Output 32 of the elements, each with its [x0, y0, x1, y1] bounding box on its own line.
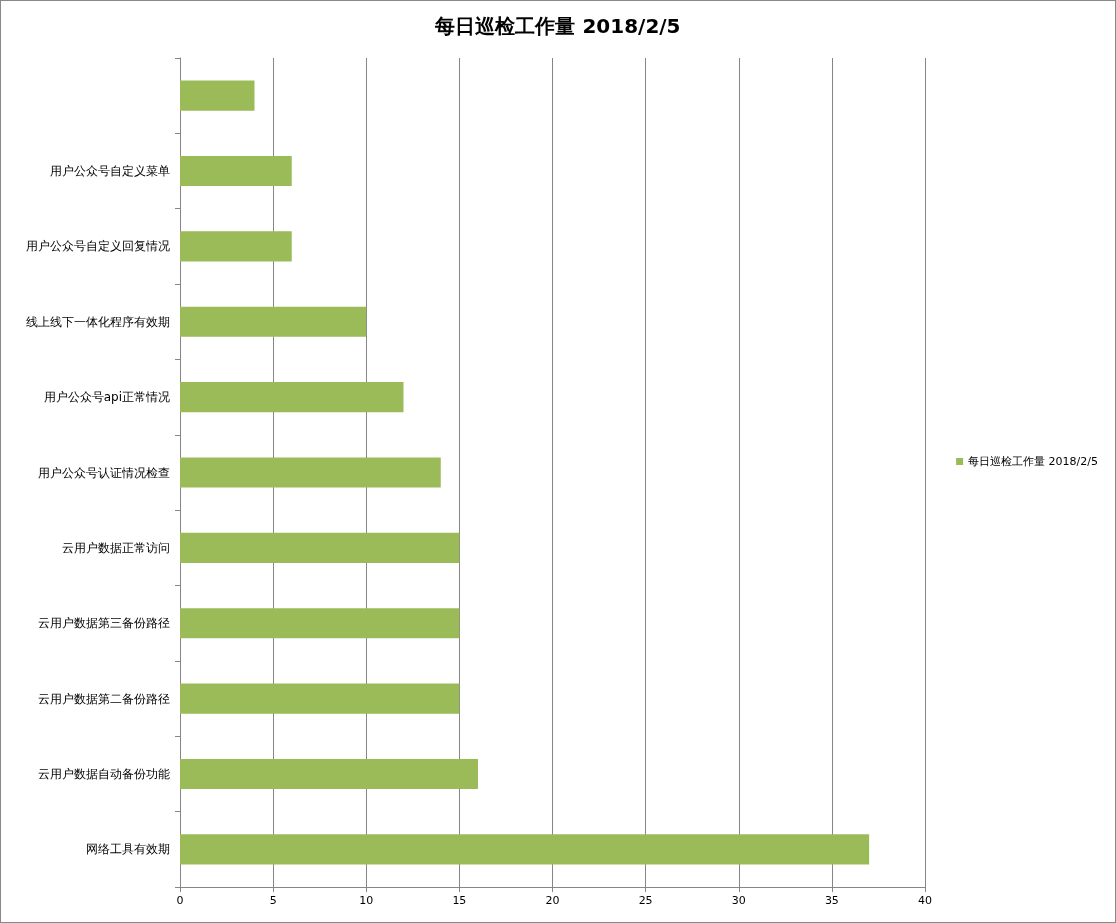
y-tick-label: 云用户数据第二备份路径	[38, 691, 170, 706]
y-tick-label: 云用户数据第三备份路径	[38, 616, 170, 631]
y-tick-label: 云用户数据自动备份功能	[38, 766, 170, 781]
bar	[180, 231, 292, 262]
x-tick-label: 25	[638, 894, 653, 907]
y-tick-label: 云用户数据正常访问	[62, 540, 170, 555]
bar	[180, 155, 292, 187]
bar	[180, 306, 367, 337]
bar	[180, 608, 460, 639]
x-tick-label: 5	[269, 894, 277, 907]
y-tick-label: 线上线下一体化程序有效期	[26, 314, 170, 329]
x-tick-label: 40	[918, 894, 932, 907]
bar	[180, 80, 255, 111]
x-tick-label: 35	[824, 894, 839, 907]
x-tick-label: 20	[545, 894, 560, 907]
x-tick-label: 15	[452, 894, 467, 907]
chart-title: 每日巡检工作量 2018/2/5	[434, 14, 681, 38]
x-tick-label: 10	[359, 894, 374, 907]
x-tick-label: 30	[731, 894, 746, 907]
legend-label: 每日巡检工作量 2018/2/5	[968, 455, 1099, 468]
y-tick-label: 网络工具有效期	[86, 842, 170, 857]
y-tick-label: 用户公众号认证情况检查	[38, 465, 170, 480]
bar	[180, 457, 441, 488]
bar	[180, 683, 460, 714]
bar	[180, 532, 460, 563]
y-tick-label: 用户公众号自定义菜单	[50, 164, 170, 179]
x-tick-label: 0	[176, 894, 184, 907]
bar	[180, 834, 870, 865]
y-tick-label: 用户公众号api正常情况	[43, 390, 170, 405]
y-tick-label: 用户公众号自定义回复情况	[26, 239, 170, 254]
bar	[180, 382, 404, 413]
bar	[180, 758, 478, 790]
